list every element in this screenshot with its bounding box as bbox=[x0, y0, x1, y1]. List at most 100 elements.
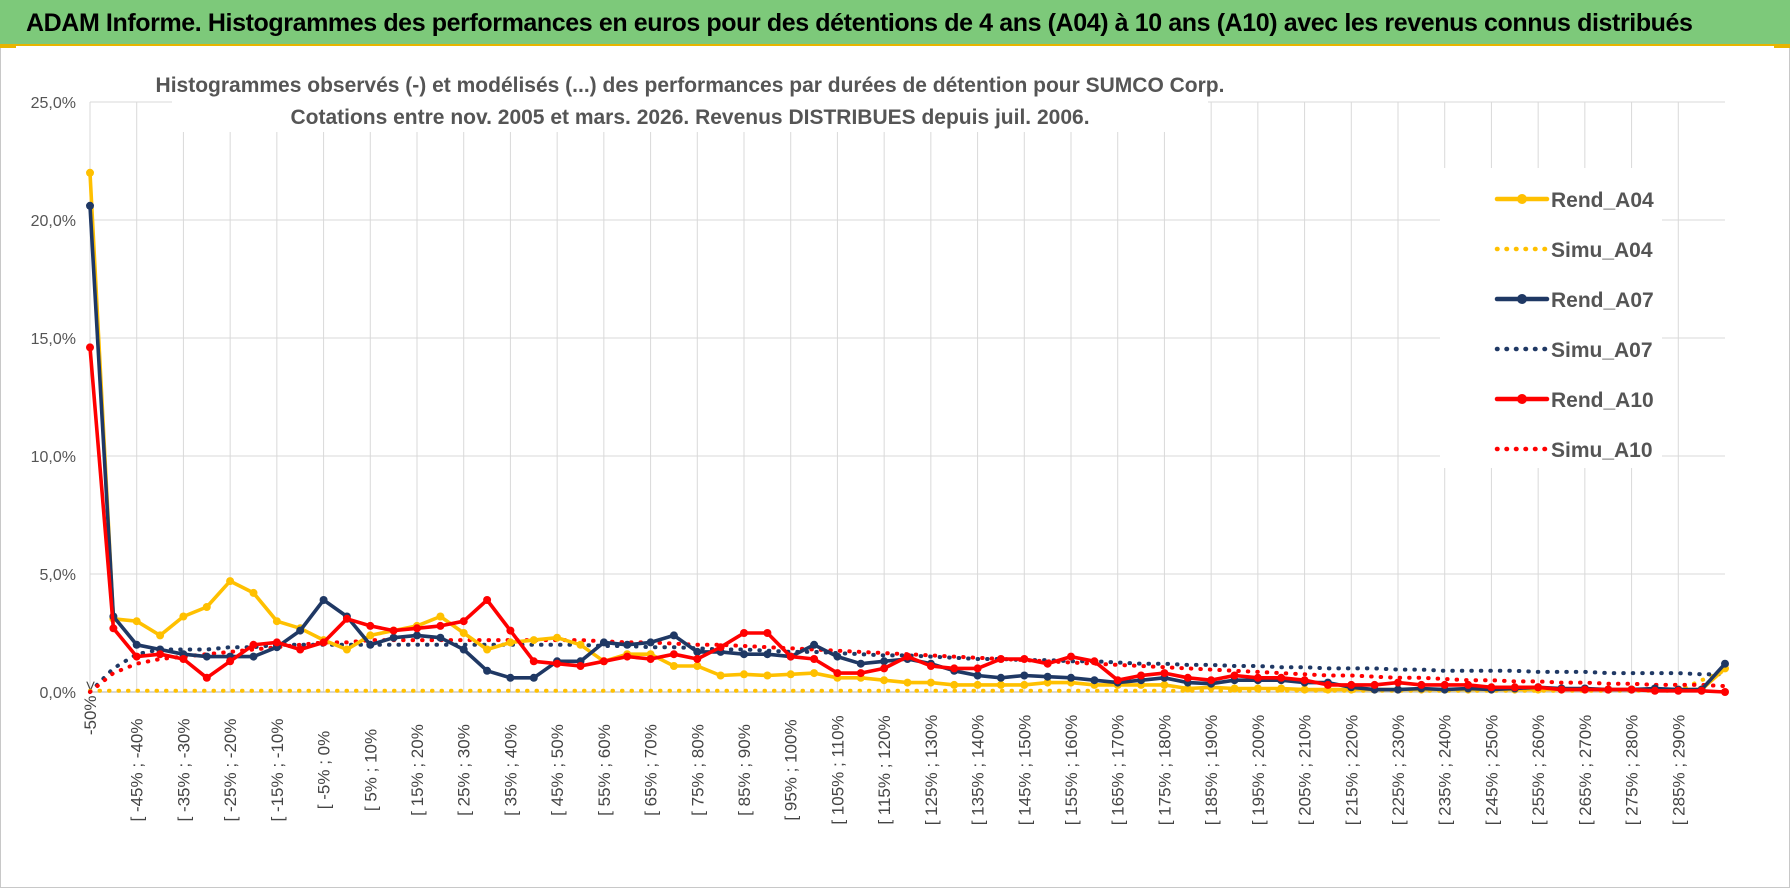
data-point bbox=[693, 647, 702, 656]
x-tick-label: [ -5% ; 0% bbox=[315, 731, 334, 809]
data-point bbox=[1650, 686, 1659, 695]
data-point bbox=[810, 640, 819, 649]
data-point bbox=[996, 655, 1005, 663]
data-point bbox=[1253, 673, 1262, 682]
data-point bbox=[506, 626, 515, 635]
data-point bbox=[833, 652, 842, 661]
x-tick-label: [ 35% ; 40% bbox=[501, 724, 520, 816]
data-point bbox=[646, 638, 655, 647]
x-tick-label: [ 125% ; 130% bbox=[922, 715, 941, 826]
data-point bbox=[319, 638, 328, 647]
data-point bbox=[810, 655, 819, 663]
data-point bbox=[109, 624, 118, 633]
corner-accent-left bbox=[0, 44, 16, 48]
data-point bbox=[950, 664, 959, 673]
corner-accent-right bbox=[1774, 44, 1790, 48]
data-point bbox=[156, 650, 165, 659]
data-point bbox=[926, 678, 935, 687]
y-tick-label: 10,0% bbox=[31, 449, 76, 466]
x-tick-label: [ 205% ; 210% bbox=[1296, 715, 1315, 826]
data-point bbox=[1323, 680, 1332, 689]
data-point bbox=[576, 640, 585, 649]
data-point bbox=[833, 669, 842, 678]
data-point bbox=[296, 645, 305, 654]
data-point bbox=[132, 617, 141, 626]
data-point bbox=[553, 633, 562, 642]
legend-label: Rend_A07 bbox=[1551, 289, 1654, 312]
data-point bbox=[132, 652, 141, 661]
data-point bbox=[623, 640, 632, 649]
x-tick-label: [ 105% ; 110% bbox=[828, 715, 847, 824]
data-point bbox=[342, 614, 351, 623]
data-point bbox=[389, 626, 398, 635]
data-point bbox=[1557, 685, 1566, 694]
data-point bbox=[1604, 685, 1613, 694]
data-point bbox=[763, 671, 772, 680]
data-point bbox=[179, 612, 188, 621]
data-point bbox=[880, 676, 889, 685]
data-point bbox=[1510, 683, 1519, 692]
data-point bbox=[483, 666, 492, 675]
data-point bbox=[1160, 680, 1169, 689]
chart-subtitle: Cotations entre nov. 2005 et mars. 2026.… bbox=[290, 106, 1089, 129]
y-tick-label: 15,0% bbox=[31, 331, 76, 348]
data-point bbox=[1043, 659, 1052, 668]
data-point bbox=[973, 680, 982, 689]
x-tick-label: [ 115% ; 120% bbox=[875, 715, 894, 824]
data-point bbox=[1090, 657, 1099, 666]
data-point bbox=[1020, 655, 1029, 663]
data-point bbox=[1627, 685, 1636, 694]
data-point bbox=[413, 631, 421, 640]
data-point bbox=[226, 577, 235, 586]
chart-title-background bbox=[172, 68, 1208, 132]
data-point bbox=[599, 657, 608, 666]
data-point bbox=[249, 588, 258, 597]
data-point bbox=[86, 201, 94, 210]
data-point bbox=[342, 645, 351, 654]
legend-marker bbox=[1517, 394, 1527, 404]
data-point bbox=[1253, 684, 1262, 693]
data-point bbox=[413, 624, 421, 633]
data-point bbox=[669, 631, 678, 640]
data-point bbox=[86, 168, 94, 177]
data-point bbox=[1230, 684, 1239, 693]
data-point bbox=[1113, 676, 1122, 685]
data-point bbox=[436, 633, 445, 642]
series-line bbox=[88, 668, 1727, 693]
data-point bbox=[880, 664, 889, 673]
data-point bbox=[1464, 680, 1473, 689]
legend-marker bbox=[1517, 194, 1527, 204]
data-point bbox=[553, 659, 562, 668]
data-point bbox=[506, 638, 515, 647]
data-point bbox=[202, 603, 211, 611]
data-point bbox=[1183, 673, 1192, 682]
data-point bbox=[926, 662, 935, 670]
data-point bbox=[249, 652, 258, 661]
data-point bbox=[1230, 671, 1239, 680]
data-point bbox=[1394, 685, 1402, 694]
x-tick-label: [ -35% ; -30% bbox=[174, 719, 193, 822]
x-tick-label: -50% < bbox=[81, 681, 100, 735]
data-point bbox=[880, 657, 889, 666]
x-tick-label: [ 175% ; 180% bbox=[1155, 715, 1174, 826]
legend-label: Simu_A07 bbox=[1551, 339, 1653, 362]
data-point bbox=[366, 640, 375, 649]
data-point bbox=[1067, 673, 1075, 682]
report-title: ADAM Informe. Histogrammes des performan… bbox=[26, 9, 1693, 37]
data-point bbox=[86, 343, 94, 352]
data-point bbox=[810, 669, 819, 678]
data-point bbox=[272, 617, 281, 626]
data-point bbox=[1183, 684, 1192, 693]
data-point bbox=[1697, 686, 1706, 695]
data-point bbox=[459, 617, 468, 626]
data-point bbox=[1721, 659, 1729, 668]
data-point bbox=[156, 631, 165, 640]
x-tick-label: [ -25% ; -20% bbox=[221, 719, 240, 822]
x-tick-label: [ 135% ; 140% bbox=[969, 715, 988, 826]
data-point bbox=[576, 662, 585, 670]
data-point bbox=[973, 671, 982, 680]
data-point bbox=[623, 652, 632, 661]
legend-label: Rend_A10 bbox=[1551, 389, 1654, 412]
data-point bbox=[506, 673, 515, 682]
data-point bbox=[1277, 684, 1286, 693]
